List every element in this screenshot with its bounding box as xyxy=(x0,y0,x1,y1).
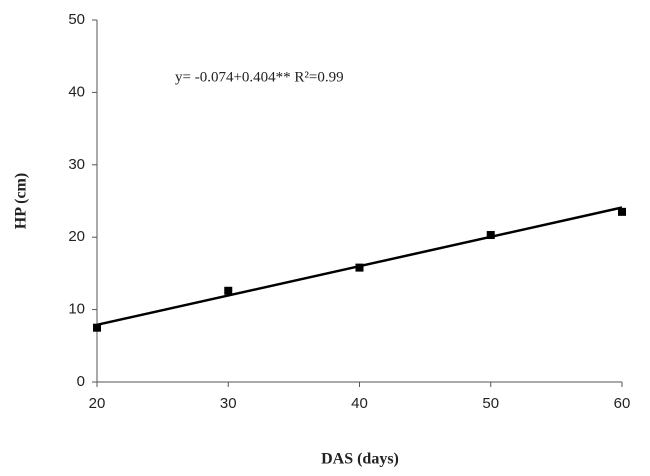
x-tick-label: 30 xyxy=(220,395,237,412)
y-tick-label: 30 xyxy=(68,156,85,173)
y-tick-label: 0 xyxy=(77,373,85,390)
x-tick-label: 20 xyxy=(89,395,106,412)
x-tick-label: 50 xyxy=(482,395,499,412)
x-axis-title: DAS (days) xyxy=(321,451,399,468)
x-tick-label: 60 xyxy=(614,395,631,412)
y-axis-title: HP (cm) xyxy=(13,173,30,229)
y-tick-label: 50 xyxy=(68,11,85,28)
point xyxy=(618,207,626,216)
y-tick-label: 40 xyxy=(68,83,85,100)
point xyxy=(224,286,233,295)
point xyxy=(486,231,495,240)
y-tick-label: 10 xyxy=(68,301,85,318)
y-tick-label: 20 xyxy=(68,228,85,245)
x-tick-label: 40 xyxy=(351,395,368,412)
point xyxy=(355,263,364,272)
annotation: y= -0.074+0.404** R²=0.99 xyxy=(175,69,344,85)
point xyxy=(93,323,101,332)
